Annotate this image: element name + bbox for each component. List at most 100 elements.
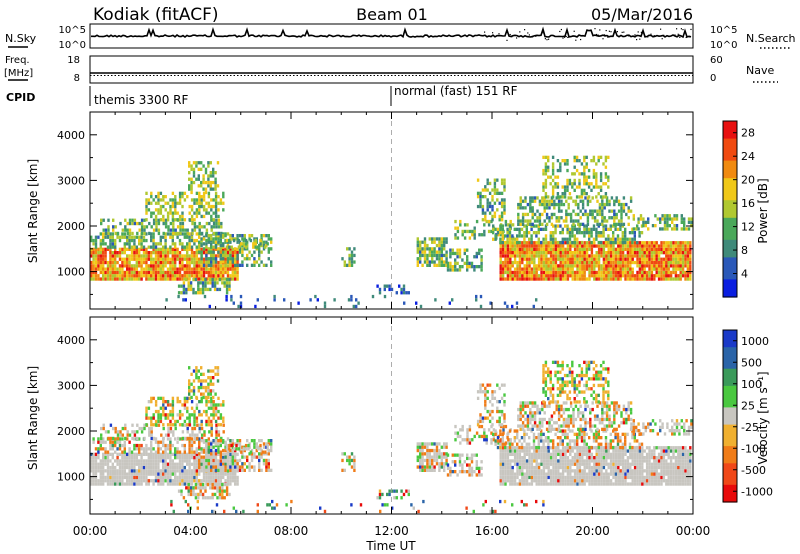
heatmap-cell (604, 155, 608, 159)
heatmap-cell (198, 211, 201, 215)
heatmap-cell (533, 277, 536, 281)
heatmap-cell (217, 195, 220, 199)
heatmap-cell (504, 267, 507, 271)
heatmap-cell (198, 264, 201, 268)
heatmap-cell (488, 201, 492, 205)
heatmap-cell (188, 218, 191, 222)
heatmap-cell (172, 430, 175, 434)
heatmap-cell (210, 237, 213, 241)
heatmap-cell (588, 237, 591, 241)
heatmap-cell (672, 254, 675, 258)
heatmap-cell (243, 234, 246, 238)
heatmap-cell (157, 195, 160, 199)
heatmap-cell (219, 462, 222, 466)
heatmap-cell (523, 251, 526, 255)
heatmap-cell (617, 222, 621, 226)
heatmap-cell (118, 437, 122, 441)
heatmap-cell (501, 267, 505, 271)
heatmap-cell (215, 218, 218, 222)
heatmap-cell (537, 231, 540, 235)
heatmap-cell (398, 284, 401, 288)
heatmap-cell (99, 443, 102, 448)
heatmap-cell (183, 450, 186, 454)
heatmap-cell (90, 475, 93, 480)
heatmap-cell (501, 251, 505, 255)
heatmap-cell (152, 232, 155, 236)
heatmap-cell (206, 281, 210, 285)
heatmap-cell (202, 447, 206, 451)
heatmap-cell (157, 267, 160, 271)
heatmap-cell (219, 452, 222, 456)
heatmap-cell (451, 265, 454, 269)
heatmap-cell (440, 260, 443, 264)
heatmap-cell (116, 235, 119, 239)
heatmap-cell (642, 217, 645, 221)
heatmap-cell (178, 264, 182, 268)
heatmap-cell (209, 277, 212, 282)
heatmap-cell (625, 212, 628, 217)
heatmap-cell (595, 257, 598, 261)
heatmap-cell (631, 251, 634, 255)
heatmap-cell (236, 234, 239, 238)
heatmap-cell (157, 396, 160, 400)
heatmap-cell (186, 462, 189, 466)
heatmap-cell (571, 260, 574, 265)
heatmap-cell (169, 198, 172, 202)
heatmap-cell (421, 253, 424, 258)
heatmap-cell (672, 241, 675, 245)
heatmap-cell (597, 260, 601, 265)
heatmap-cell (109, 245, 112, 249)
heatmap-cell (525, 251, 529, 255)
heatmap-cell (154, 254, 158, 258)
heatmap-cell (164, 221, 168, 226)
heatmap-cell (518, 240, 521, 245)
colorbar-segment (723, 292, 737, 298)
heatmap-cell (202, 204, 206, 209)
heatmap-cell (484, 214, 487, 219)
heatmap-cell (183, 400, 187, 404)
heatmap-cell (223, 489, 226, 493)
heatmap-cell (563, 162, 567, 166)
heatmap-cell (136, 430, 139, 434)
heatmap-cell (102, 274, 105, 278)
heatmap-cell (207, 437, 210, 441)
heatmap-cell (222, 195, 225, 199)
heatmap-cell (544, 234, 548, 238)
heatmap-cell (178, 267, 182, 271)
heatmap-cell (588, 257, 591, 261)
heatmap-cell (109, 260, 112, 265)
heatmap-cell (614, 254, 618, 258)
heatmap-cell (171, 274, 174, 278)
heatmap-cell (583, 178, 586, 183)
heatmap-cell (224, 472, 227, 476)
heatmap-cell (602, 267, 606, 271)
heatmap-cell (508, 231, 512, 235)
heatmap-cell (193, 254, 196, 258)
heatmap-cell (212, 469, 215, 473)
heatmap-cell (140, 260, 143, 265)
heatmap-cell (566, 188, 569, 192)
heatmap-cell (642, 220, 645, 224)
heatmap-cell (183, 472, 186, 476)
heatmap-cell (629, 277, 632, 281)
heatmap-cell (494, 227, 497, 231)
heatmap-cell (493, 188, 497, 192)
heatmap-cell (486, 198, 489, 202)
heatmap-cell (234, 247, 237, 251)
heatmap-cell (528, 277, 531, 281)
heatmap-cell (612, 231, 615, 235)
heatmap-cell (597, 185, 600, 189)
heatmap-cell (164, 245, 167, 249)
heatmap-cell (118, 270, 122, 275)
heatmap-cell (121, 257, 124, 261)
heatmap-cell (222, 277, 225, 281)
heatmap-cell (169, 260, 172, 265)
heatmap-cell (164, 235, 167, 239)
heatmap-cell (267, 452, 270, 456)
heatmap-cell (667, 251, 670, 255)
heatmap-cell (138, 469, 141, 473)
heatmap-cell (219, 423, 223, 427)
heatmap-cell (542, 257, 546, 261)
heatmap-cell (483, 223, 486, 227)
heatmap-cell (119, 221, 122, 226)
